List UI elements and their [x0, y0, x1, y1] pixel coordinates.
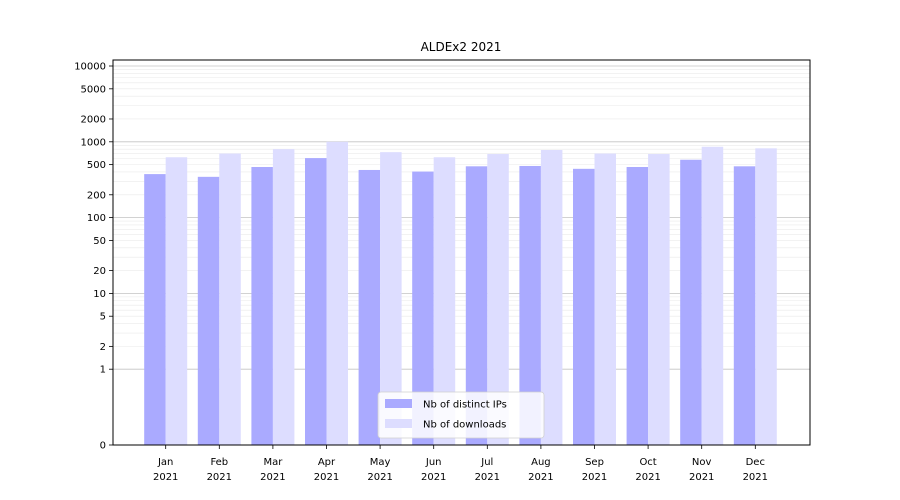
x-tick-label: Sep 2021 — [582, 457, 607, 483]
chart-title: ALDEx2 2021 — [421, 40, 502, 54]
y-tick-label: 1000 — [81, 137, 106, 148]
bar-downloads — [326, 141, 348, 446]
bar-downloads — [594, 153, 616, 445]
x-tick-label: Nov 2021 — [689, 457, 714, 483]
x-tick-label: Jun 2021 — [421, 457, 446, 483]
bar-downloads — [219, 153, 241, 445]
x-tick-label: Oct 2021 — [635, 457, 660, 483]
bar-ips — [197, 176, 220, 445]
plot-frame — [112, 59, 811, 446]
legend-label: Nb of downloads — [423, 420, 506, 431]
x-tick-label: Mar 2021 — [260, 457, 285, 483]
bar-downloads — [701, 146, 724, 445]
x-axis: Jan 2021 Feb 2021 Mar 2021 Apr 2021 May 2021 Jun 20… — [153, 445, 768, 483]
x-tick-label: Jan 2021 — [153, 457, 178, 483]
legend-swatch — [385, 419, 412, 428]
bar-ips — [680, 159, 702, 446]
bar-ips — [733, 166, 756, 445]
y-tick-label: 10000 — [74, 62, 106, 73]
legend-box — [377, 391, 545, 439]
y-tick-label: 0 — [100, 441, 106, 452]
bar-ips — [144, 174, 166, 446]
x-tick-label: Jul 2021 — [475, 457, 500, 483]
y-tick-label: 5 — [100, 312, 106, 323]
bar-ips — [305, 158, 327, 446]
y-tick-label: 20 — [93, 266, 106, 277]
bar-downloads — [272, 149, 295, 445]
legend-swatch — [385, 399, 412, 408]
y-tick-label: 10 — [93, 289, 106, 300]
bar-ips — [519, 165, 541, 445]
x-tick-label: Aug 2021 — [528, 457, 553, 483]
bar-ips — [626, 167, 649, 445]
x-tick-label: Apr 2021 — [314, 457, 339, 483]
bar-downloads — [380, 152, 402, 445]
bar-downloads — [487, 154, 509, 445]
y-tick-label: 2000 — [81, 114, 106, 125]
y-tick-label: 2 — [100, 342, 106, 353]
legend: Nb of distinct IPs Nb of downloads — [377, 391, 545, 439]
y-tick-label: 50 — [93, 236, 106, 247]
legend-label: Nb of distinct IPs — [423, 400, 507, 411]
x-tick-label: Feb 2021 — [207, 457, 232, 483]
x-tick-label: May 2021 — [367, 457, 392, 483]
bar-ips — [573, 168, 595, 445]
bar-downloads — [540, 149, 563, 445]
bar-downloads — [165, 157, 188, 445]
y-tick-label: 200 — [87, 190, 106, 201]
bars — [144, 141, 777, 446]
x-tick-label: Dec 2021 — [743, 457, 768, 483]
bar-downloads — [433, 157, 456, 445]
bar-ips — [412, 171, 434, 446]
y-axis: 0 1 2 5 10 20 50 100 200 500 1000 2000 5000 10000 — [74, 62, 113, 452]
y-tick-label: 500 — [87, 160, 106, 171]
y-tick-label: 1 — [100, 365, 106, 376]
bar-downloads — [755, 148, 777, 445]
bar-ips — [251, 167, 273, 445]
bar-ips — [465, 166, 488, 445]
y-tick-label: 5000 — [81, 84, 106, 95]
bar-downloads — [648, 154, 670, 445]
bar-ips — [358, 169, 381, 446]
y-tick-label: 100 — [87, 213, 106, 224]
